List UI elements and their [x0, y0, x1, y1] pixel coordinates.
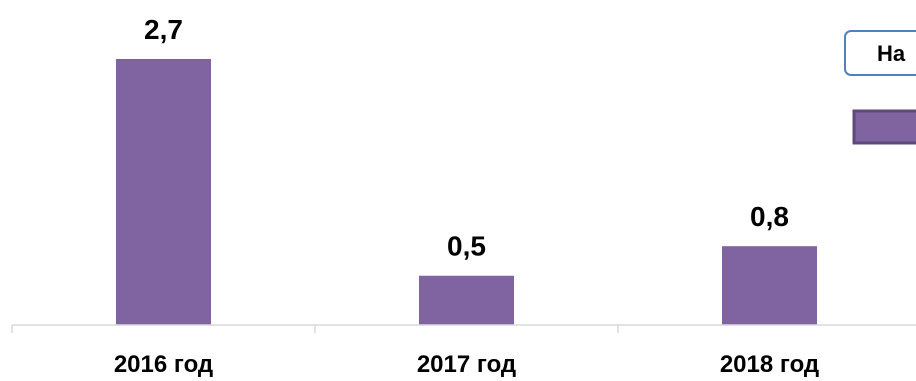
- category-label-2: 2018 год: [720, 351, 819, 378]
- value-labels-layer: 2,7 0,5 0,8: [144, 14, 789, 262]
- legend-title-box: [844, 30, 916, 76]
- legend-title-text: На: [877, 41, 906, 66]
- category-label-1: 2017 год: [417, 351, 516, 378]
- bars-layer: [116, 59, 817, 325]
- value-label-0: 2,7: [144, 14, 183, 45]
- bar-1: [419, 275, 514, 325]
- bar-0: [116, 59, 211, 325]
- x-axis-ticks: [11, 325, 619, 333]
- legend-swatch: [852, 109, 916, 145]
- value-label-1: 0,5: [447, 231, 486, 262]
- bar-2: [722, 246, 817, 325]
- value-label-2: 0,8: [750, 201, 789, 232]
- category-label-0: 2016 год: [114, 351, 213, 378]
- category-labels-layer: 2016 год 2017 год 2018 год: [114, 351, 819, 378]
- legend: На: [844, 30, 916, 145]
